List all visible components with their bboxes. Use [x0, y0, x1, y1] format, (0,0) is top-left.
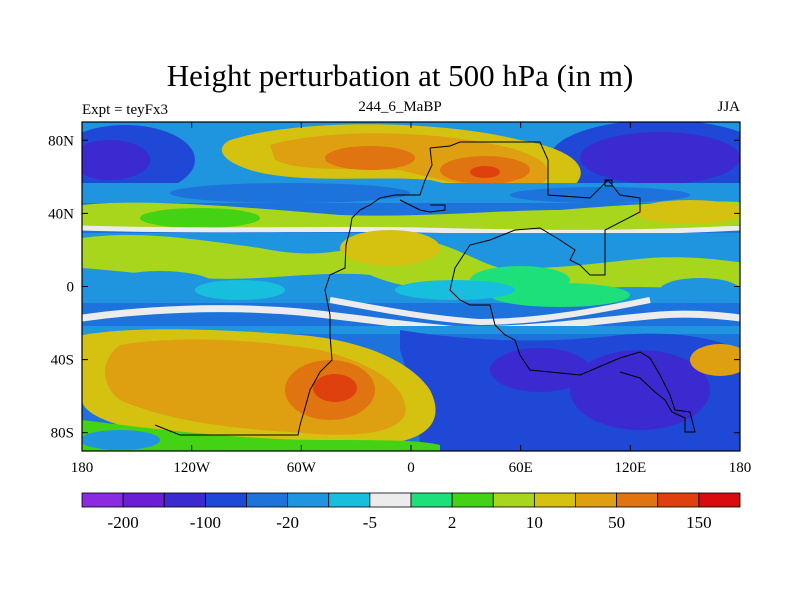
x-tick-label: 60W [287, 460, 317, 476]
x-tick-label: 60E [509, 460, 533, 476]
colorbar-swatch [657, 492, 700, 508]
y-tick-label: 40S [51, 353, 74, 369]
colorbar-swatch [451, 492, 494, 508]
field-region-subtropical-northwest [140, 208, 260, 228]
americas-outline [154, 147, 433, 436]
field-region-south-polar-blue [82, 430, 160, 450]
colorbar-label: -100 [190, 513, 221, 532]
field-region-subtropical-north [82, 201, 740, 233]
field-region-jet-core-east [510, 187, 690, 203]
y-tick-label: 80S [51, 426, 74, 442]
y-tick-label: 0 [67, 280, 75, 296]
contour-field [82, 122, 740, 451]
coastlines [154, 141, 696, 436]
y-axis: 80N 40N 0 40S 80S [48, 133, 740, 442]
period-label: 244_6_MaBP [358, 99, 442, 115]
y-tick-label: 40N [48, 206, 74, 222]
field-zero-contour-north [82, 225, 740, 235]
colorbar-swatch [163, 492, 206, 508]
field-region-tropics-weak-south [490, 283, 630, 307]
colorbar-swatch [369, 492, 412, 508]
colorbar-label: 2 [448, 513, 457, 532]
experiment-label: Expt = teyFx3 [82, 102, 168, 118]
field-region-north-low-east-core [580, 132, 740, 184]
field-region-south-polar-green [82, 420, 440, 451]
colorbar-label: 50 [608, 513, 625, 532]
colorbar-swatch [328, 492, 371, 508]
eurasia-africa-outline [429, 141, 696, 433]
field-region-north-ridge-max [470, 166, 500, 178]
x-tick-label: 180 [729, 460, 752, 476]
field-region-tropics-negative-east [660, 278, 740, 302]
colorbar-swatch [287, 492, 330, 508]
colorbar-label: -200 [108, 513, 139, 532]
field-region-jet-core-west [170, 183, 410, 203]
colorbar-swatch [81, 492, 124, 508]
colorbar-swatch [616, 492, 659, 508]
field-region-north-ridge-core-west [325, 146, 415, 170]
x-tick-label: 180 [71, 460, 94, 476]
colorbar-swatch [204, 492, 247, 508]
field-region-north-low-west-core [82, 140, 150, 180]
colorbar-label: -20 [276, 513, 299, 532]
colorbar-swatch [492, 492, 535, 508]
field-region-south-east-ridge [690, 344, 740, 376]
field-region-tropics-cyan-center [395, 280, 515, 300]
colorbar-swatch [533, 492, 576, 508]
x-tick-label: 120W [173, 460, 211, 476]
field-region-south-ridge-max [313, 374, 357, 402]
x-tick-label: 0 [407, 460, 415, 476]
colorbar-label: 10 [526, 513, 543, 532]
europe-coast [399, 199, 446, 213]
field-region-southern-channel [82, 326, 740, 334]
field-region-south-low-core [570, 350, 710, 430]
colorbar: -200 -100 -20 -5 2 10 50 150 [81, 492, 741, 532]
field-region-tropics-positive-core [340, 230, 440, 266]
colorbar-swatch [410, 492, 453, 508]
season-label: JJA [717, 99, 740, 115]
colorbar-swatch [698, 492, 741, 508]
island-outline [604, 179, 613, 187]
field-region-subtropical-northeast [635, 200, 740, 224]
colorbar-label: -5 [363, 513, 377, 532]
chart-title: Height perturbation at 500 hPa (in m) [166, 58, 634, 93]
x-tick-label: 120E [614, 460, 646, 476]
field-region-tropics-negative-west [105, 271, 215, 299]
colorbar-swatch [575, 492, 618, 508]
field-zero-contour-tropics [329, 297, 651, 326]
field-region-tropics-cyan-west [195, 280, 285, 300]
y-tick-label: 80N [48, 133, 74, 149]
field-region-south-low-core-west [490, 348, 590, 392]
colorbar-swatch [246, 492, 289, 508]
x-axis: 180 120W 60W 0 60E 120E 180 [71, 122, 752, 476]
colorbar-swatch [122, 492, 165, 508]
colorbar-label: 150 [686, 513, 712, 532]
